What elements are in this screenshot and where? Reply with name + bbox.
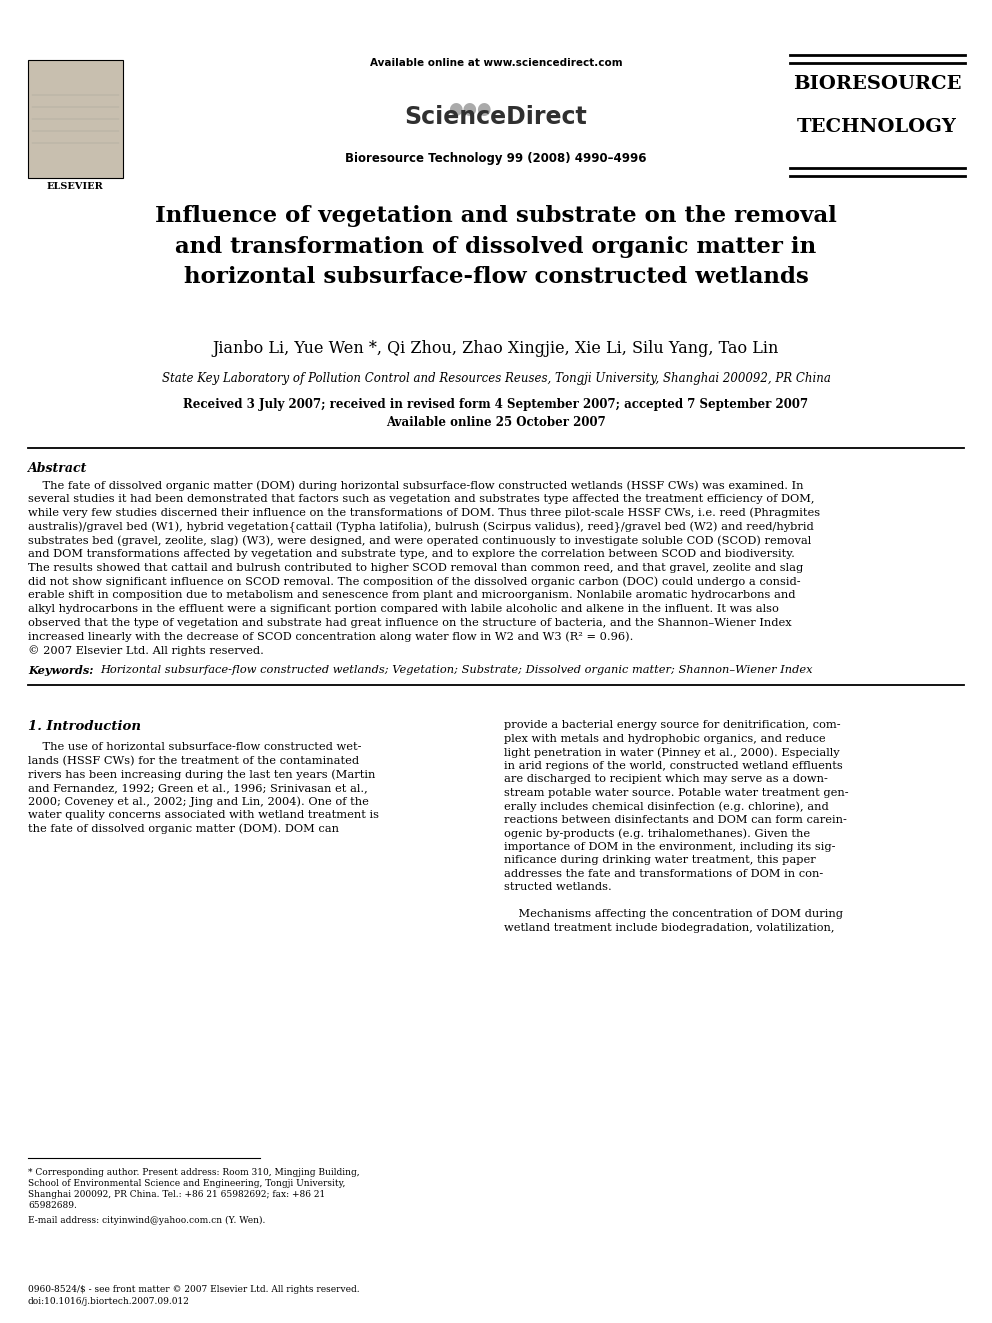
Text: observed that the type of vegetation and substrate had great influence on the st: observed that the type of vegetation and…: [28, 618, 792, 628]
Text: Horizontal subsurface-flow constructed wetlands; Vegetation; Substrate; Dissolve: Horizontal subsurface-flow constructed w…: [100, 665, 812, 676]
Text: in arid regions of the world, constructed wetland effluents: in arid regions of the world, constructe…: [504, 761, 843, 771]
Text: Bioresource Technology 99 (2008) 4990–4996: Bioresource Technology 99 (2008) 4990–49…: [345, 152, 647, 165]
Text: and DOM transformations affected by vegetation and substrate type, and to explor: and DOM transformations affected by vege…: [28, 549, 795, 560]
Text: wetland treatment include biodegradation, volatilization,: wetland treatment include biodegradation…: [504, 923, 834, 933]
Text: ●●●: ●●●: [448, 101, 492, 118]
Text: Abstract: Abstract: [28, 462, 87, 475]
Text: substrates bed (gravel, zeolite, slag) (W3), were designed, and were operated co: substrates bed (gravel, zeolite, slag) (…: [28, 536, 811, 546]
Text: several studies it had been demonstrated that factors such as vegetation and sub: several studies it had been demonstrated…: [28, 493, 814, 504]
Text: lands (HSSF CWs) for the treatment of the contaminated: lands (HSSF CWs) for the treatment of th…: [28, 755, 359, 766]
Text: erable shift in composition due to metabolism and senescence from plant and micr: erable shift in composition due to metab…: [28, 590, 796, 601]
Text: The use of horizontal subsurface-flow constructed wet-: The use of horizontal subsurface-flow co…: [28, 742, 361, 753]
Text: while very few studies discerned their influence on the transformations of DOM. : while very few studies discerned their i…: [28, 508, 820, 519]
Text: structed wetlands.: structed wetlands.: [504, 882, 612, 893]
Text: Mechanisms affecting the concentration of DOM during: Mechanisms affecting the concentration o…: [504, 909, 843, 919]
Text: 1. Introduction: 1. Introduction: [28, 721, 141, 733]
Text: 65982689.: 65982689.: [28, 1201, 76, 1211]
Text: 2000; Coveney et al., 2002; Jing and Lin, 2004). One of the: 2000; Coveney et al., 2002; Jing and Lin…: [28, 796, 369, 807]
Text: The results showed that cattail and bulrush contributed to higher SCOD removal t: The results showed that cattail and bulr…: [28, 562, 804, 573]
Text: stream potable water source. Potable water treatment gen-: stream potable water source. Potable wat…: [504, 789, 848, 798]
Text: The fate of dissolved organic matter (DOM) during horizontal subsurface-flow con: The fate of dissolved organic matter (DO…: [28, 480, 804, 491]
Text: TECHNOLOGY: TECHNOLOGY: [797, 118, 957, 136]
Text: are discharged to recipient which may serve as a down-: are discharged to recipient which may se…: [504, 774, 828, 785]
Text: provide a bacterial energy source for denitrification, com-: provide a bacterial energy source for de…: [504, 721, 840, 730]
Text: State Key Laboratory of Pollution Control and Resources Reuses, Tongji Universit: State Key Laboratory of Pollution Contro…: [162, 372, 830, 385]
Text: BIORESOURCE: BIORESOURCE: [793, 75, 961, 93]
Text: Available online 25 October 2007: Available online 25 October 2007: [386, 415, 606, 429]
Text: E-mail address: cityinwind@yahoo.com.cn (Y. Wen).: E-mail address: cityinwind@yahoo.com.cn …: [28, 1216, 266, 1225]
Text: alkyl hydrocarbons in the effluent were a significant portion compared with labi: alkyl hydrocarbons in the effluent were …: [28, 605, 779, 614]
Text: plex with metals and hydrophobic organics, and reduce: plex with metals and hydrophobic organic…: [504, 734, 825, 744]
Text: importance of DOM in the environment, including its sig-: importance of DOM in the environment, in…: [504, 841, 835, 852]
Text: addresses the fate and transformations of DOM in con-: addresses the fate and transformations o…: [504, 869, 823, 878]
Text: light penetration in water (Pinney et al., 2000). Especially: light penetration in water (Pinney et al…: [504, 747, 839, 758]
Text: doi:10.1016/j.biortech.2007.09.012: doi:10.1016/j.biortech.2007.09.012: [28, 1297, 189, 1306]
Text: and Fernandez, 1992; Green et al., 1996; Srinivasan et al.,: and Fernandez, 1992; Green et al., 1996;…: [28, 783, 368, 792]
Text: ELSEVIER: ELSEVIER: [47, 183, 103, 191]
Text: Received 3 July 2007; received in revised form 4 September 2007; accepted 7 Sept: Received 3 July 2007; received in revise…: [184, 398, 808, 411]
Text: reactions between disinfectants and DOM can form carein-: reactions between disinfectants and DOM …: [504, 815, 847, 826]
Text: School of Environmental Science and Engineering, Tongji University,: School of Environmental Science and Engi…: [28, 1179, 345, 1188]
Text: © 2007 Elsevier Ltd. All rights reserved.: © 2007 Elsevier Ltd. All rights reserved…: [28, 646, 264, 656]
Bar: [28, 60, 123, 179]
Text: Available online at www.sciencedirect.com: Available online at www.sciencedirect.co…: [370, 58, 622, 67]
Text: did not show significant influence on SCOD removal. The composition of the disso: did not show significant influence on SC…: [28, 577, 801, 587]
Text: erally includes chemical disinfection (e.g. chlorine), and: erally includes chemical disinfection (e…: [504, 802, 828, 812]
Text: australis)/gravel bed (W1), hybrid vegetation{cattail (Typha latifolia), bulrush: australis)/gravel bed (W1), hybrid veget…: [28, 521, 813, 533]
Text: Influence of vegetation and substrate on the removal
and transformation of disso: Influence of vegetation and substrate on…: [155, 205, 837, 288]
Text: ogenic by-products (e.g. trihalomethanes). Given the: ogenic by-products (e.g. trihalomethanes…: [504, 828, 810, 839]
Text: rivers has been increasing during the last ten years (Martin: rivers has been increasing during the la…: [28, 770, 375, 781]
Text: ScienceDirect: ScienceDirect: [405, 105, 587, 130]
Text: Keywords:: Keywords:: [28, 665, 93, 676]
Text: * Corresponding author. Present address: Room 310, Mingjing Building,: * Corresponding author. Present address:…: [28, 1168, 360, 1177]
Text: water quality concerns associated with wetland treatment is: water quality concerns associated with w…: [28, 810, 379, 820]
Text: 0960-8524/$ - see front matter © 2007 Elsevier Ltd. All rights reserved.: 0960-8524/$ - see front matter © 2007 El…: [28, 1285, 360, 1294]
Text: increased linearly with the decrease of SCOD concentration along water flow in W: increased linearly with the decrease of …: [28, 632, 633, 643]
Text: nificance during drinking water treatment, this paper: nificance during drinking water treatmen…: [504, 856, 815, 865]
Text: the fate of dissolved organic matter (DOM). DOM can: the fate of dissolved organic matter (DO…: [28, 823, 339, 833]
Text: Shanghai 200092, PR China. Tel.: +86 21 65982692; fax: +86 21: Shanghai 200092, PR China. Tel.: +86 21 …: [28, 1189, 325, 1199]
Text: Jianbo Li, Yue Wen *, Qi Zhou, Zhao Xingjie, Xie Li, Silu Yang, Tao Lin: Jianbo Li, Yue Wen *, Qi Zhou, Zhao Xing…: [213, 340, 779, 357]
